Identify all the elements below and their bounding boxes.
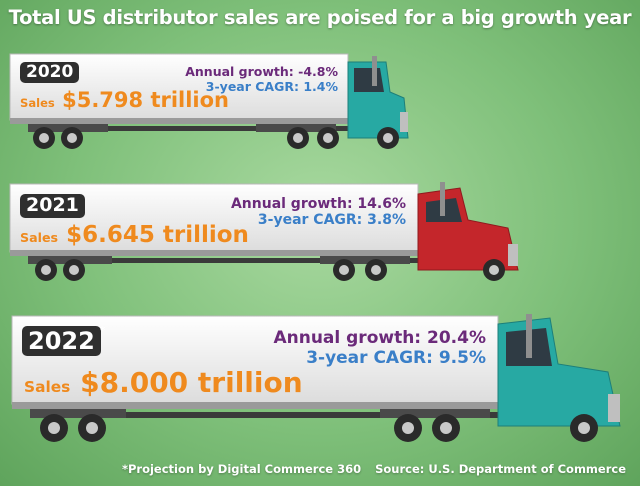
truck-2020: 2020 Annual growth: -4.8% 3-year CAGR: 1… — [8, 52, 420, 162]
cagr-text: 3-year CAGR: 3.8% — [257, 212, 406, 228]
projection-asterisk: * — [100, 324, 106, 337]
chart-title: Total US distributor sales are poised fo… — [8, 6, 632, 29]
sales-prefix: Sales — [24, 378, 71, 396]
annual-growth-label: Annual growth: 14.6% 3-year CAGR: 3.8% — [231, 196, 406, 228]
annual-growth-text: Annual growth: -4.8% — [185, 64, 338, 79]
annual-growth-text: Annual growth: 14.6% — [230, 196, 406, 212]
annual-growth-label: Annual growth: -4.8% 3-year CAGR: 1.4% — [185, 64, 338, 94]
sales-value: $5.798 trillion — [62, 88, 230, 112]
sales-label: Sales $5.798 trillion — [20, 88, 229, 112]
footer-notes: *Projection by Digital Commerce 360 Sour… — [122, 462, 626, 476]
projection-note: *Projection by Digital Commerce 360 — [121, 462, 362, 476]
cab — [347, 56, 409, 139]
year-badge: 2020 — [20, 62, 80, 84]
sales-value: $6.645 trillion — [66, 222, 249, 248]
cab — [497, 314, 621, 427]
cagr-text: 3-year CAGR: 9.5% — [306, 348, 486, 368]
source-note: Source: U.S. Department of Commerce — [375, 462, 626, 476]
sales-value: $8.000 trillion — [80, 366, 303, 399]
sales-label: Sales $6.645 trillion — [20, 222, 249, 248]
annual-growth-label: Annual growth: 20.4% 3-year CAGR: 9.5% — [273, 328, 486, 368]
cab — [417, 182, 519, 271]
annual-growth-text: Annual growth: 20.4% — [273, 328, 486, 348]
semi-truck-icon — [9, 53, 409, 149]
year-badge: 2022 — [22, 326, 101, 356]
cagr-text: 3-year CAGR: 1.4% — [205, 79, 338, 94]
truck-2022: 2022 * Annual growth: 20.4% 3-year CAGR:… — [10, 314, 632, 456]
truck-2021: 2021 Annual growth: 14.6% 3-year CAGR: 3… — [8, 182, 532, 294]
sales-prefix: Sales — [20, 96, 55, 110]
year-badge: 2021 — [20, 194, 85, 218]
sales-label: Sales $8.000 trillion — [24, 366, 303, 399]
sales-prefix: Sales — [20, 230, 59, 245]
